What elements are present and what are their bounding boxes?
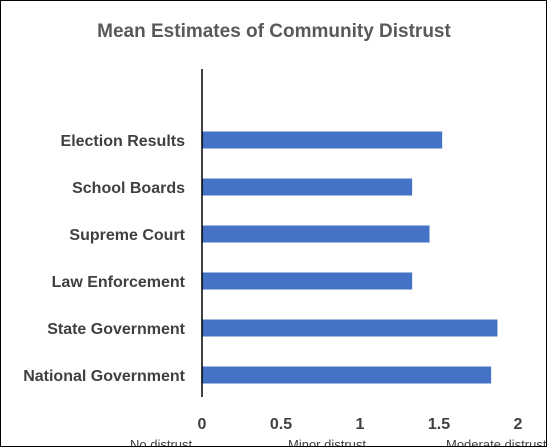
bar-state-government — [202, 319, 498, 337]
chart-title: Mean Estimates of Community Distrust — [97, 21, 451, 42]
category-label: State Government — [47, 321, 185, 338]
x-tick-label: 1.5 — [428, 416, 450, 433]
category-label: School Boards — [72, 180, 185, 197]
category-labels: Election Results School Boards Supreme Cou… — [23, 133, 185, 385]
x-tick-label: 1 — [356, 416, 365, 433]
category-label: National Government — [23, 368, 185, 385]
x-anchor-labels: No distrust Minor distrust Moderate distru… — [130, 437, 546, 446]
category-label: Election Results — [61, 133, 186, 150]
bar-national-government — [202, 366, 492, 384]
bar-school-boards — [202, 178, 413, 196]
category-label: Supreme Court — [69, 227, 185, 244]
x-tick-labels: 0 0.5 1 1.5 2 — [198, 416, 523, 433]
x-tick-label: 0 — [198, 416, 207, 433]
x-tick-label: 0.5 — [270, 416, 292, 433]
bars-layer — [202, 131, 498, 384]
x-anchor-label: No distrust — [130, 437, 193, 446]
category-label: Law Enforcement — [52, 274, 186, 291]
bar-election-results — [202, 131, 443, 149]
x-anchor-label: Minor distrust — [288, 437, 366, 446]
bar-law-enforcement — [202, 272, 413, 290]
x-tick-label: 2 — [514, 416, 523, 433]
bar-supreme-court — [202, 225, 430, 243]
x-anchor-label: Moderate distrust — [446, 437, 546, 446]
